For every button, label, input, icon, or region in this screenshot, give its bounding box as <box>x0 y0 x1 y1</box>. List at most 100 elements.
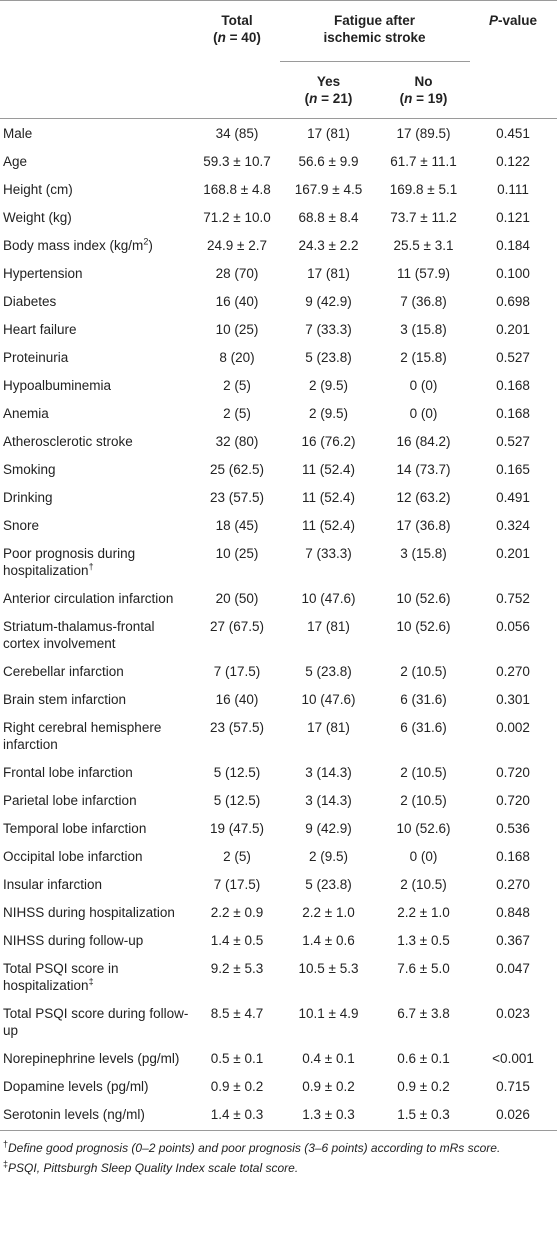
text: 16 (40) <box>215 293 259 309</box>
table-row: Snore 18 (45) 11 (52.4) 17 (36.8) 0.324 <box>0 511 557 539</box>
row-label: Snore <box>0 511 195 539</box>
table-header: Total (n = 40) Fatigue after ischemic str… <box>0 0 557 119</box>
cell: 0.301 <box>470 685 557 713</box>
text: 0.056 <box>496 618 530 634</box>
text: Hypertension <box>3 265 83 281</box>
text: 23 (57.5) <box>209 719 265 735</box>
table-row: Proteinuria 8 (20) 5 (23.8) 2 (15.8) 0.527 <box>0 343 557 371</box>
cell: 3 (15.8) <box>378 539 470 584</box>
table-row: Brain stem infarction 16 (40) 10 (47.6) 6 (… <box>0 685 557 713</box>
text: 2 (15.8) <box>400 349 447 365</box>
row-label: Anemia <box>0 399 195 427</box>
cell: 0.848 <box>470 898 557 926</box>
cell: 0.720 <box>470 786 557 814</box>
row-label: Hypoalbuminemia <box>0 371 195 399</box>
cell: 11 (52.4) <box>280 511 378 539</box>
text: Diabetes <box>3 293 57 309</box>
text: 3 (15.8) <box>400 321 447 337</box>
text: 0.168 <box>496 848 530 864</box>
text: Poor prognosis during hospitalization <box>3 545 136 578</box>
italic-text: n <box>309 90 318 106</box>
text: 16 (84.2) <box>396 433 451 449</box>
row-label: NIHSS during follow-up <box>0 926 195 954</box>
cell: 5 (23.8) <box>280 870 378 898</box>
text: 0.184 <box>496 237 530 253</box>
cell: 10 (52.6) <box>378 612 470 657</box>
text: Hypoalbuminemia <box>3 377 112 393</box>
text: 0.121 <box>496 209 530 225</box>
row-label: Heart failure <box>0 315 195 343</box>
cell: 0.5 ± 0.1 <box>195 1044 280 1072</box>
cell: 0.056 <box>470 612 557 657</box>
text: 0.720 <box>496 764 530 780</box>
cell: 2.2 ± 0.9 <box>195 898 280 926</box>
text: Insular infarction <box>3 876 103 892</box>
cell: 0.527 <box>470 427 557 455</box>
text: 0.9 ± 0.2 <box>397 1078 450 1094</box>
header-line: (n = 21) <box>283 90 374 107</box>
table-row: Total PSQI score during follow-up 8.5 ± 4… <box>0 999 557 1044</box>
row-label: Drinking <box>0 483 195 511</box>
row-label: Insular infarction <box>0 870 195 898</box>
cell: 0.324 <box>470 511 557 539</box>
text: NIHSS during follow-up <box>3 932 144 948</box>
cell: 10 (25) <box>195 315 280 343</box>
cell: 2 (5) <box>195 399 280 427</box>
row-label: Height (cm) <box>0 175 195 203</box>
text: 25 (62.5) <box>209 461 265 477</box>
table-row: Heart failure 10 (25) 7 (33.3) 3 (15.8) 0.20… <box>0 315 557 343</box>
text: 5 (23.8) <box>305 349 352 365</box>
text: 17 (81) <box>307 125 350 141</box>
italic-text: Define good prognosis (0–2 points) and p… <box>8 1140 501 1155</box>
cell: 2.2 ± 1.0 <box>280 898 378 926</box>
text: ( <box>213 30 218 45</box>
row-label: Smoking <box>0 455 195 483</box>
text: 17 (89.5) <box>396 125 451 141</box>
text: 1.4 ± 0.6 <box>302 932 355 948</box>
cell: 0.752 <box>470 584 557 612</box>
text: 17 (36.8) <box>396 517 451 533</box>
text: Norepinephrine levels (pg/ml) <box>3 1050 180 1066</box>
text: 0.201 <box>496 321 530 337</box>
cell: 0.100 <box>470 259 557 287</box>
text: 2 (5) <box>223 377 251 393</box>
cell: 34 (85) <box>195 119 280 148</box>
header-total: Total (n = 40) <box>195 1 280 119</box>
row-label: Anterior circulation infarction <box>0 584 195 612</box>
table-row: Hypertension 28 (70) 17 (81) 11 (57.9) 0.100 <box>0 259 557 287</box>
cell: 7 (33.3) <box>280 315 378 343</box>
text: 20 (50) <box>215 590 259 606</box>
text: 169.8 ± 5.1 <box>389 181 458 197</box>
text: 59.3 ± 10.7 <box>203 153 271 169</box>
text: 34 (85) <box>215 125 259 141</box>
cell: 16 (84.2) <box>378 427 470 455</box>
italic-text: n <box>404 90 413 106</box>
text: <0.001 <box>492 1050 534 1066</box>
header-pvalue: P-value <box>470 1 557 119</box>
cell: 7 (33.3) <box>280 539 378 584</box>
header-line: Yes <box>283 73 374 90</box>
cell: 61.7 ± 11.1 <box>378 147 470 175</box>
text: 0.023 <box>496 1005 530 1021</box>
cell: 8.5 ± 4.7 <box>195 999 280 1044</box>
text: Proteinuria <box>3 349 69 365</box>
text: 8.5 ± 4.7 <box>210 1005 264 1021</box>
cell: 16 (40) <box>195 287 280 315</box>
text: = 21) <box>317 90 353 106</box>
row-label: Serotonin levels (ng/ml) <box>0 1100 195 1130</box>
text: ) <box>148 237 153 253</box>
cell: 2 (5) <box>195 842 280 870</box>
cell: 10.1 ± 4.9 <box>280 999 378 1044</box>
cell: 2 (5) <box>195 371 280 399</box>
text: 7 (33.3) <box>305 545 352 561</box>
text: 167.9 ± 4.5 <box>294 181 363 197</box>
text: Male <box>3 125 33 141</box>
row-label: Occipital lobe infarction <box>0 842 195 870</box>
cell: 1.4 ± 0.5 <box>195 926 280 954</box>
row-label: Body mass index (kg/m2) <box>0 231 195 259</box>
cell: 56.6 ± 9.9 <box>280 147 378 175</box>
text: 12 (63.2) <box>396 489 451 505</box>
text: 2 (10.5) <box>400 876 447 892</box>
text: 0.168 <box>496 405 530 421</box>
